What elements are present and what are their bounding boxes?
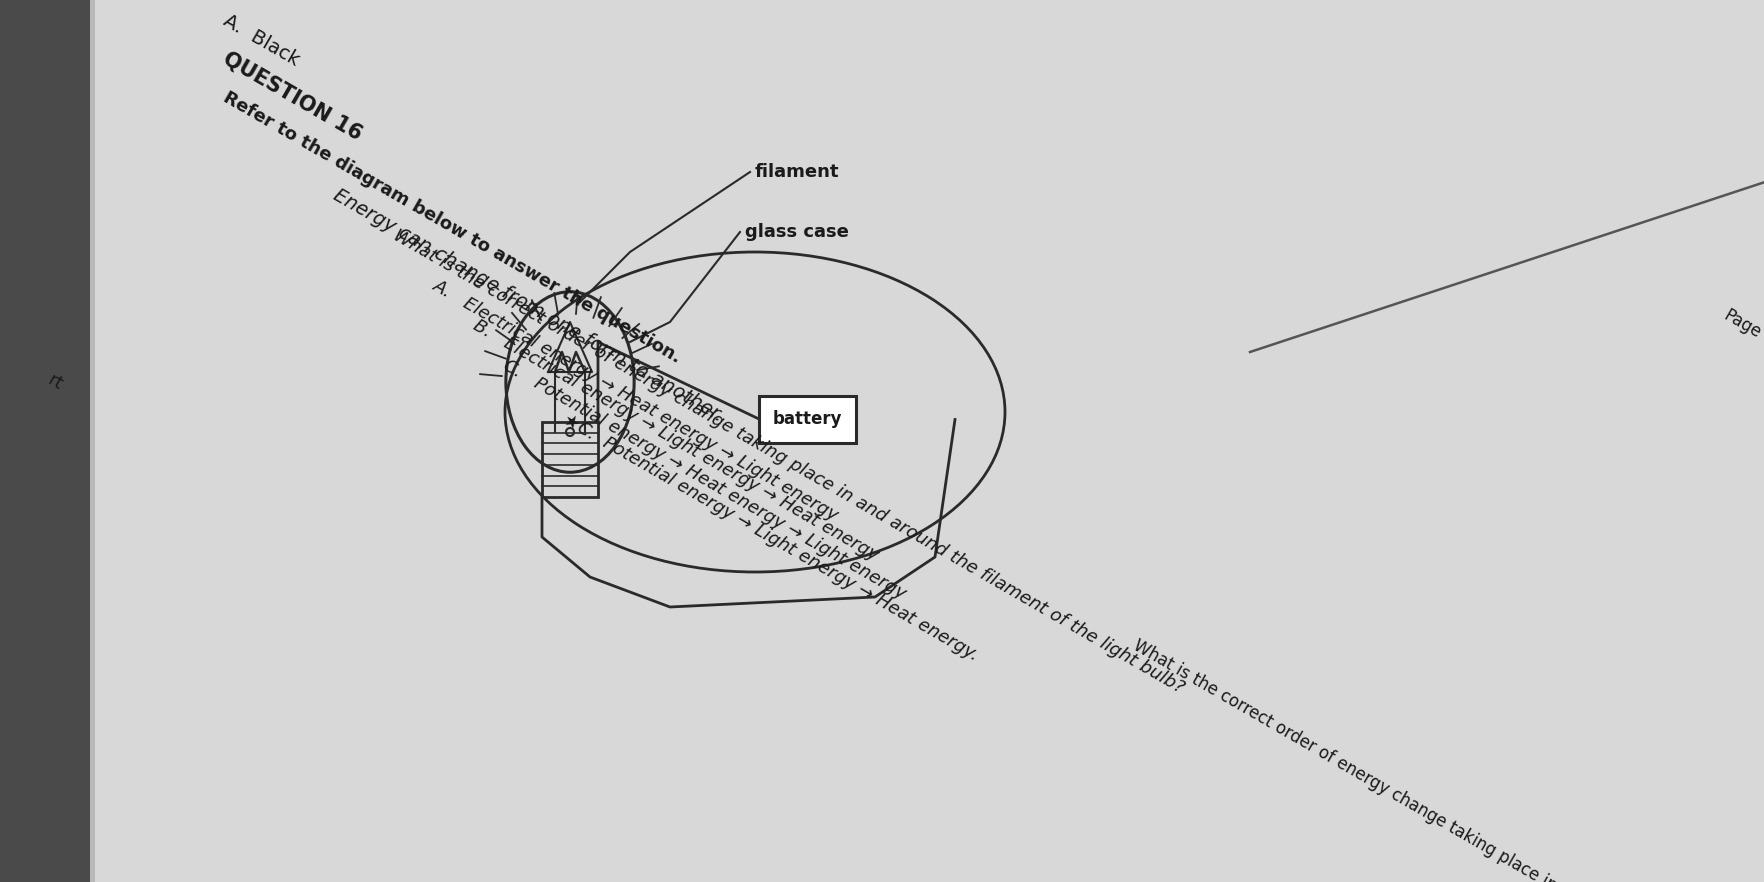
Text: A.   Electrical energy → Heat energy → Light energy: A. Electrical energy → Heat energy → Lig…: [430, 276, 841, 525]
Text: battery: battery: [773, 410, 841, 429]
Polygon shape: [95, 0, 1764, 882]
Text: ★C.  Potential energy → Light energy → Heat energy.: ★C. Potential energy → Light energy → He…: [529, 393, 981, 664]
Text: C.   Potential energy → Heat energy → Light energy: C. Potential energy → Heat energy → Ligh…: [499, 356, 908, 603]
Text: B.   Electrical energy → Light energy → Heat energy: B. Electrical energy → Light energy → He…: [469, 317, 880, 564]
Bar: [0, 0, 90, 882]
Text: glass case: glass case: [744, 223, 848, 241]
FancyBboxPatch shape: [759, 396, 856, 443]
Bar: [542, 422, 598, 497]
Text: Page: Page: [1720, 306, 1762, 342]
Text: A.  Black: A. Black: [220, 11, 302, 70]
Text: What is the correct order of energy change taking place in and around the filame: What is the correct order of energy chan…: [1129, 637, 1764, 882]
Text: Refer to the diagram below to answer the question.: Refer to the diagram below to answer the…: [220, 88, 684, 367]
Text: rt: rt: [44, 370, 65, 393]
Text: Energy can change from one form to another.: Energy can change from one form to anoth…: [330, 185, 727, 426]
Text: What is the correct order of energy change taking place in and around the filame: What is the correct order of energy chan…: [390, 227, 1187, 697]
Text: filament: filament: [755, 163, 840, 181]
Text: QUESTION 16: QUESTION 16: [220, 49, 365, 145]
